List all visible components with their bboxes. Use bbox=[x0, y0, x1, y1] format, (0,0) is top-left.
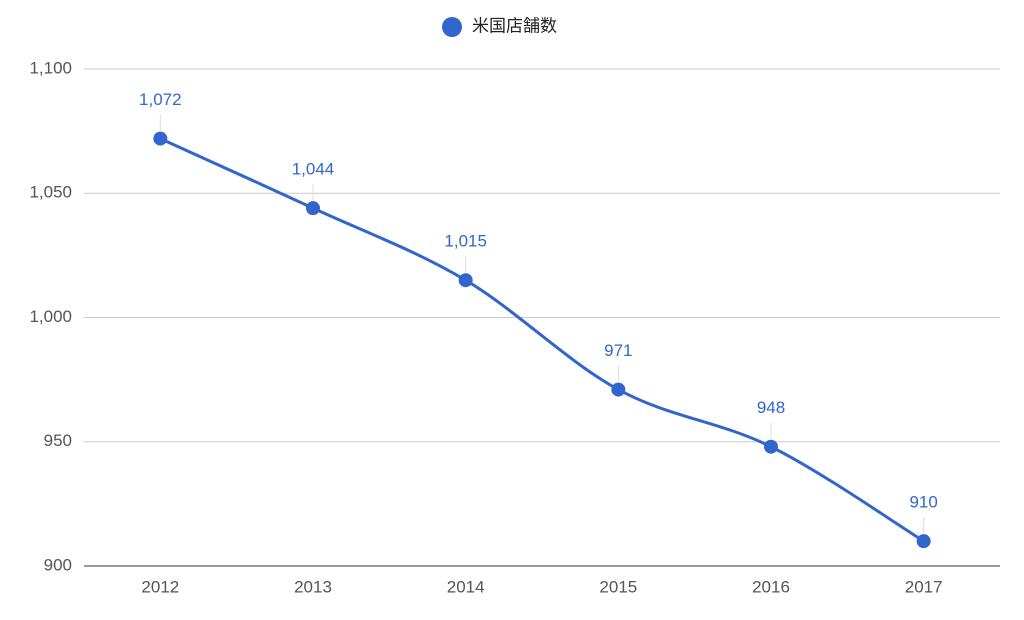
data-label: 910 bbox=[909, 493, 937, 512]
data-label: 971 bbox=[604, 341, 632, 360]
point bbox=[458, 273, 473, 288]
x-tick-label: 2016 bbox=[752, 577, 790, 596]
data-label: 1,044 bbox=[292, 160, 335, 179]
line bbox=[159, 137, 925, 543]
x-tick-label: 2014 bbox=[447, 577, 485, 596]
legend-label: 米国店舗数 bbox=[472, 16, 557, 35]
y-tick-label: 1,000 bbox=[29, 307, 72, 326]
point bbox=[306, 201, 320, 216]
x-tick-label: 2013 bbox=[294, 577, 332, 596]
y-tick-label: 1,050 bbox=[29, 183, 72, 202]
point bbox=[916, 534, 931, 549]
data-label: 1,072 bbox=[139, 90, 182, 109]
y-tick-label: 950 bbox=[44, 431, 72, 450]
point bbox=[611, 382, 626, 397]
x-tick-label: 2012 bbox=[141, 577, 179, 596]
y-tick-label: 900 bbox=[44, 555, 72, 574]
x-tick-label: 2017 bbox=[905, 577, 943, 596]
point bbox=[764, 439, 778, 454]
data-label: 948 bbox=[757, 398, 785, 417]
legend-marker bbox=[442, 17, 462, 37]
data-label: 1,015 bbox=[444, 232, 487, 251]
y-tick-label: 1,100 bbox=[29, 58, 72, 77]
x-tick-label: 2015 bbox=[599, 577, 637, 596]
point bbox=[153, 131, 168, 146]
